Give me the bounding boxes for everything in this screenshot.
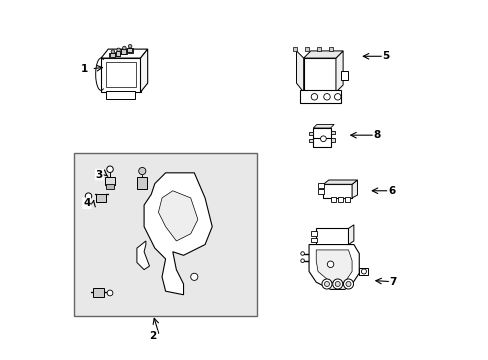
Bar [74, 153, 257, 316]
Polygon shape [323, 180, 357, 184]
Circle shape [139, 167, 145, 175]
Bar [105, 177, 115, 185]
Circle shape [320, 136, 325, 141]
Circle shape [346, 282, 350, 287]
Polygon shape [137, 241, 149, 270]
Bar [310, 238, 316, 242]
Bar [116, 51, 120, 55]
Bar [313, 128, 330, 139]
Bar [106, 91, 135, 99]
Bar [330, 197, 335, 202]
Polygon shape [308, 244, 359, 289]
Bar [328, 47, 332, 51]
Polygon shape [101, 49, 147, 58]
Text: 2: 2 [149, 331, 156, 341]
Circle shape [332, 279, 342, 289]
Circle shape [323, 94, 329, 100]
Circle shape [190, 273, 198, 280]
Bar [110, 53, 115, 57]
Bar [317, 183, 323, 188]
Polygon shape [316, 250, 351, 282]
Polygon shape [140, 49, 147, 92]
Circle shape [111, 50, 115, 53]
Bar [316, 228, 348, 244]
Bar [109, 53, 114, 58]
Circle shape [117, 48, 120, 51]
Polygon shape [144, 173, 212, 295]
Circle shape [310, 94, 317, 100]
Bar [137, 177, 147, 189]
Polygon shape [158, 191, 198, 241]
Bar [292, 47, 297, 51]
Polygon shape [303, 51, 343, 58]
Circle shape [85, 193, 92, 199]
Polygon shape [351, 180, 357, 198]
Bar [96, 194, 105, 202]
Circle shape [321, 279, 331, 289]
Bar [330, 131, 334, 134]
Bar [300, 90, 341, 103]
Bar [121, 49, 126, 54]
Circle shape [107, 290, 113, 296]
Text: 4: 4 [83, 198, 90, 208]
Polygon shape [335, 51, 343, 92]
Bar [308, 139, 313, 142]
Text: 7: 7 [389, 277, 396, 287]
Circle shape [122, 46, 126, 50]
Bar [127, 48, 132, 52]
Circle shape [300, 252, 304, 255]
Circle shape [300, 259, 304, 262]
Polygon shape [313, 125, 333, 128]
Text: 6: 6 [387, 186, 394, 196]
Bar [127, 48, 132, 53]
Polygon shape [296, 51, 303, 92]
Bar [305, 47, 309, 51]
Bar [308, 132, 313, 135]
Text: 1: 1 [81, 64, 88, 74]
Bar [93, 288, 103, 297]
Circle shape [128, 44, 132, 48]
Bar [101, 58, 140, 92]
Text: 5: 5 [382, 51, 389, 61]
Circle shape [335, 282, 340, 287]
Bar [359, 268, 367, 275]
Bar [313, 138, 330, 147]
Bar [337, 197, 342, 202]
Bar [106, 184, 113, 189]
Circle shape [334, 94, 340, 100]
Bar [317, 189, 323, 194]
Circle shape [324, 282, 329, 287]
Bar [341, 71, 347, 80]
Bar [330, 138, 334, 141]
Bar [344, 197, 349, 202]
Text: 3: 3 [96, 170, 102, 180]
Bar [105, 62, 136, 87]
Bar [121, 50, 126, 54]
Text: 8: 8 [373, 130, 380, 140]
Bar [310, 231, 316, 235]
Circle shape [343, 279, 353, 289]
Bar [115, 51, 120, 56]
Bar [323, 184, 351, 198]
Circle shape [326, 261, 333, 267]
Bar [303, 58, 335, 92]
Circle shape [361, 269, 366, 274]
Bar [316, 47, 320, 51]
Polygon shape [348, 225, 353, 244]
Circle shape [106, 166, 113, 172]
